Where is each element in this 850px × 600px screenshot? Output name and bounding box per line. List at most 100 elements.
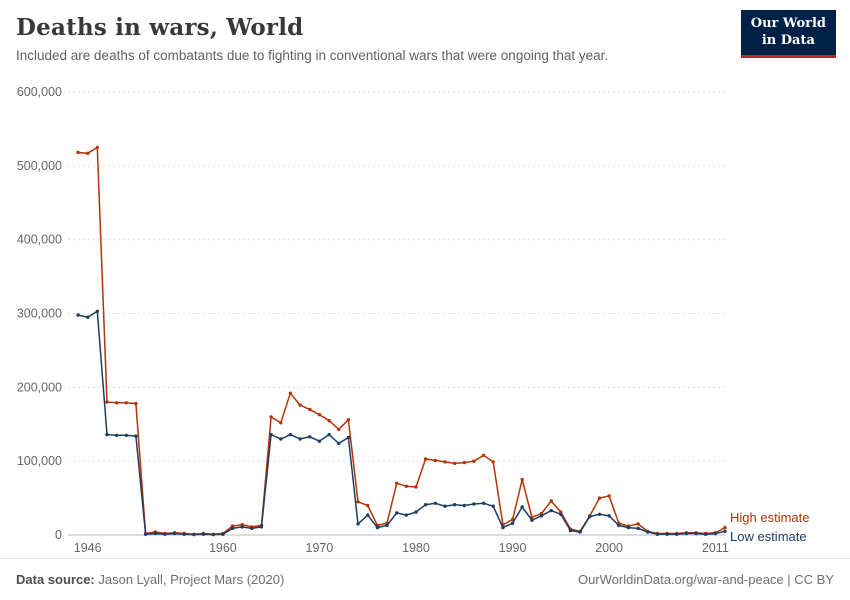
data-point-marker [462,503,466,508]
data-point-marker [395,511,399,515]
data-point-marker [76,150,80,155]
data-point-marker [626,525,631,530]
data-point-marker [153,531,157,536]
data-point-marker [704,532,708,536]
data-point-marker [501,525,505,530]
data-point-marker [665,532,669,536]
data-point-marker [86,315,90,319]
x-tick-label: 1960 [209,541,237,555]
chart-canvas[interactable]: 0 100,000 200,000 300,000 400,000 500,000 600,… [0,80,850,558]
data-point-marker [327,418,331,423]
data-point-marker [539,514,544,518]
data-point-marker [192,532,196,537]
data-point-marker [366,503,370,508]
data-point-marker [607,494,611,498]
data-point-marker [549,508,553,513]
data-point-marker [163,532,167,536]
data-point-marker [520,477,524,482]
data-source-text: Jason Lyall, Project Mars (2020) [98,572,285,587]
data-source: Data source: Jason Lyall, Project Mars (… [16,572,284,587]
data-point-marker [684,531,689,536]
series-line-high [77,146,726,536]
data-point-marker [385,523,389,528]
data-point-marker [308,435,312,439]
data-point-marker [298,437,302,441]
data-point-marker [723,529,727,533]
data-point-marker [114,401,119,405]
data-point-marker [201,532,206,536]
data-point-marker [279,421,283,425]
data-point-marker [346,435,351,440]
data-point-marker [443,460,447,464]
data-point-marker [230,526,235,531]
data-point-marker [617,523,621,528]
data-point-marker [337,427,341,432]
data-point-marker [143,532,148,536]
data-point-marker [481,453,486,457]
data-point-marker [636,526,640,531]
x-tick-label: 2000 [595,541,623,555]
data-point-marker [366,513,370,517]
data-point-marker [105,400,109,404]
chart-header: Deaths in wars, World Included are death… [0,0,850,63]
data-point-marker [259,525,264,529]
data-point-marker [250,526,254,531]
data-point-marker [134,434,138,438]
owid-logo-line1: Our World [750,16,826,31]
data-point-marker [578,530,582,534]
data-point-marker [182,532,186,536]
data-point-marker [414,485,418,489]
data-point-marker [298,403,302,407]
page-subtitle: Included are deaths of combatants due to… [16,48,609,63]
data-point-marker [472,502,476,506]
data-point-marker [433,501,437,505]
data-source-label: Data source: [16,572,95,587]
data-point-marker [433,458,437,463]
y-tick-label: 400,000 [17,233,62,247]
data-point-marker [308,407,312,412]
y-tick-label: 0 [55,528,62,542]
data-point-marker [356,500,360,504]
data-point-marker [124,433,128,437]
x-tick-label: 1970 [306,541,334,555]
page-title: Deaths in wars, World [16,14,304,41]
data-point-marker [646,530,650,534]
data-point-marker [568,528,573,533]
data-point-marker [520,505,524,509]
y-tick-label: 200,000 [17,380,62,394]
data-point-marker [423,457,428,461]
data-point-marker [317,413,322,417]
data-point-marker [327,432,331,437]
line-chart[interactable]: 0 100,000 200,000 300,000 400,000 500,000 600,… [0,80,850,558]
data-point-marker [356,522,360,526]
data-point-marker [549,499,553,503]
data-point-marker [404,484,408,488]
data-point-marker [588,514,592,519]
data-point-marker [655,532,660,536]
data-point-marker [86,151,90,155]
data-point-marker [404,513,408,517]
footer-credit-link[interactable]: OurWorldinData.org/war-and-peace | CC BY [577,572,834,587]
x-tick-label: 1980 [402,541,430,555]
data-point-marker [375,525,380,530]
y-tick-label: 100,000 [17,454,62,468]
series-label-low-estimate: Low estimate [730,529,807,544]
data-point-marker [211,532,215,537]
data-point-marker [443,504,447,508]
data-point-marker [597,496,602,500]
data-point-marker [337,441,341,446]
data-point-marker [95,309,100,313]
data-point-marker [95,145,100,150]
data-point-marker [452,461,457,466]
x-tick-label: 1946 [74,541,102,555]
data-point-marker [530,518,534,522]
data-point-marker [452,503,457,507]
owid-logo[interactable]: Our World in Data [740,10,836,58]
data-point-marker [114,433,119,437]
series-line-low [77,310,726,536]
data-point-marker [288,432,293,437]
data-point-marker [472,459,476,463]
y-tick-label: 600,000 [17,85,62,99]
data-point-marker [462,460,466,465]
